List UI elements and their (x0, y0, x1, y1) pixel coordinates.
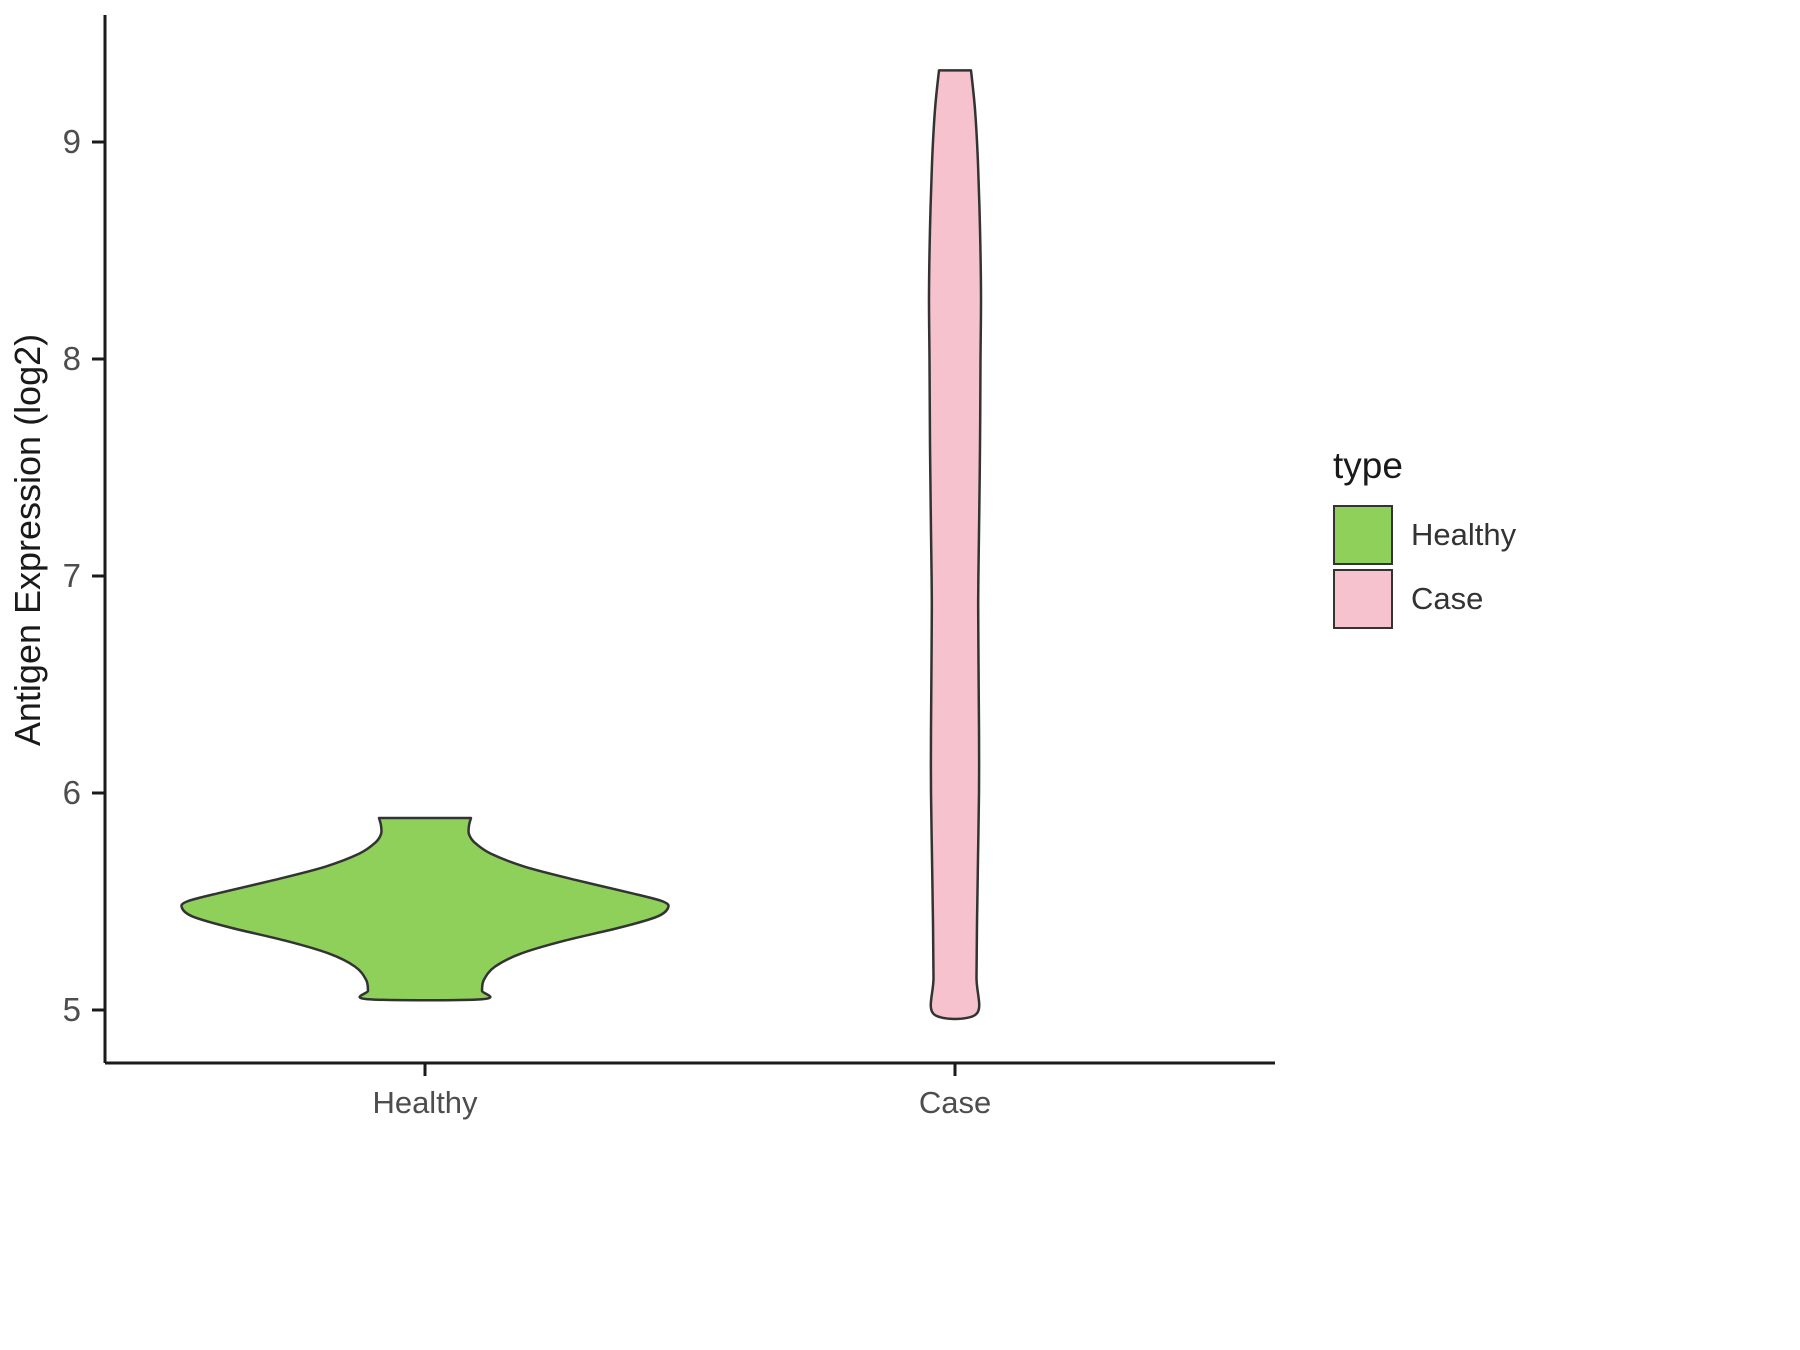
legend-swatch-icon (1333, 569, 1393, 629)
y-tick-label: 6 (63, 774, 81, 811)
y-axis-title: Antigen Expression (log2) (7, 334, 48, 746)
legend-entry-case: Case (1333, 567, 1593, 631)
violin-healthy (180, 816, 670, 1002)
x-tick-label: Case (919, 1085, 991, 1120)
x-tick-label: Healthy (372, 1085, 478, 1120)
y-tick-label: 8 (63, 340, 81, 377)
violin-case (927, 69, 983, 1021)
legend-entries: Healthy Case (1333, 503, 1593, 631)
y-tick-label: 9 (63, 123, 81, 160)
legend-swatch-icon (1333, 505, 1393, 565)
legend-entry-healthy: Healthy (1333, 503, 1593, 567)
legend-label: Case (1411, 581, 1484, 616)
legend: type Healthy Case (1333, 445, 1593, 631)
legend-title: type (1333, 445, 1403, 486)
legend-label: Healthy (1411, 517, 1517, 552)
y-tick-label: 7 (63, 557, 81, 594)
y-tick-label: 5 (63, 991, 81, 1028)
